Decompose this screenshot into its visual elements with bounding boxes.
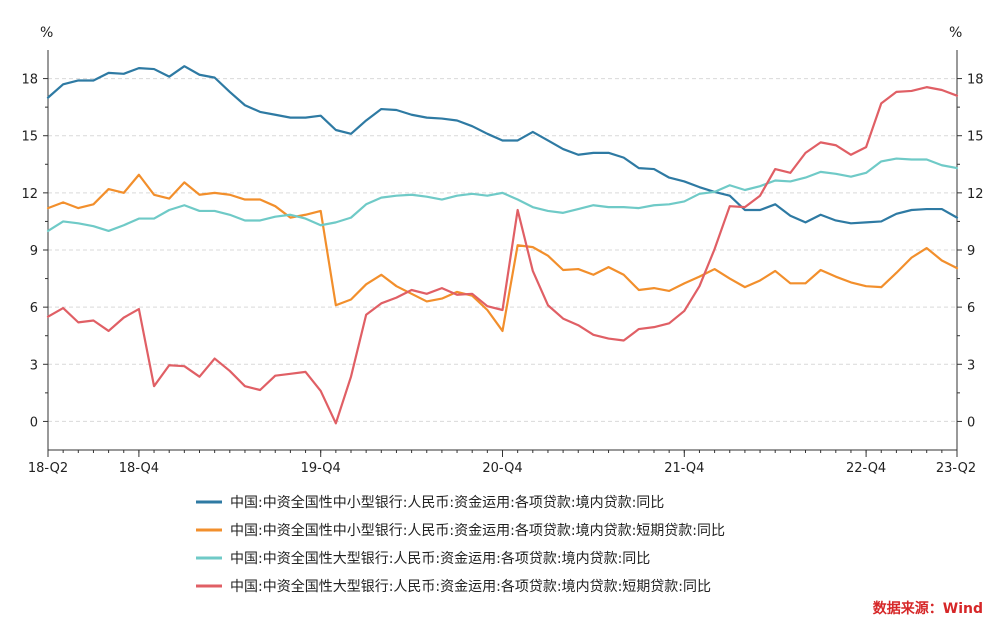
y-tick-label-left: 18 bbox=[21, 73, 38, 88]
y-tick-label-right: 15 bbox=[967, 130, 984, 145]
series-line-2 bbox=[46, 173, 959, 333]
legend-label-2: 中国:中资全国性中小型银行:人民币:资金运用:各项贷款:境内贷款:短期贷款:同比 bbox=[230, 522, 725, 539]
series-line-3 bbox=[46, 157, 959, 233]
legend-label-1: 中国:中资全国性中小型银行:人民币:资金运用:各项贷款:境内贷款:同比 bbox=[230, 494, 664, 511]
legend: 中国:中资全国性中小型银行:人民币:资金运用:各项贷款:境内贷款:同比中国:中资… bbox=[196, 494, 725, 595]
y-tick-label-right: 6 bbox=[967, 301, 975, 316]
y-tick-label-left: 0 bbox=[30, 415, 38, 430]
y-unit-left: % bbox=[40, 25, 53, 41]
y-tick-label-left: 6 bbox=[30, 301, 38, 316]
y-tick-label-right: 18 bbox=[967, 73, 984, 88]
source-label: 数据来源：Wind bbox=[873, 600, 983, 617]
x-tick-label: 20-Q4 bbox=[482, 461, 522, 476]
y-unit-right: % bbox=[949, 25, 962, 41]
y-tick-label-left: 15 bbox=[21, 130, 38, 145]
x-tick-label: 19-Q4 bbox=[301, 461, 341, 476]
legend-label-3: 中国:中资全国性大型银行:人民币:资金运用:各项贷款:境内贷款:同比 bbox=[230, 550, 650, 567]
series-layer bbox=[46, 65, 959, 425]
grid-lines bbox=[48, 78, 957, 422]
axes: 0 0 3 3 6 6 9 9 12 12 15 15 18 18% % 18-Q2 18-Q4 19-Q4 20-… bbox=[21, 25, 983, 476]
x-tick-label: 18-Q4 bbox=[119, 461, 159, 476]
x-tick-label: 23-Q2 bbox=[936, 461, 976, 476]
y-tick-label-left: 3 bbox=[30, 358, 38, 373]
x-tick-label: 21-Q4 bbox=[664, 461, 704, 476]
x-tick-label: 18-Q2 bbox=[28, 461, 68, 476]
y-tick-label-right: 0 bbox=[967, 415, 975, 430]
series-line-4 bbox=[46, 86, 959, 425]
y-tick-label-left: 12 bbox=[21, 187, 38, 202]
legend-label-4: 中国:中资全国性大型银行:人民币:资金运用:各项贷款:境内贷款:短期贷款:同比 bbox=[230, 578, 711, 595]
y-tick-label-right: 9 bbox=[967, 244, 975, 259]
y-tick-label-left: 9 bbox=[30, 244, 38, 259]
y-tick-label-right: 3 bbox=[967, 358, 975, 373]
series-line-1 bbox=[46, 65, 959, 225]
y-tick-label-right: 12 bbox=[967, 187, 984, 202]
x-tick-label: 22-Q4 bbox=[846, 461, 886, 476]
